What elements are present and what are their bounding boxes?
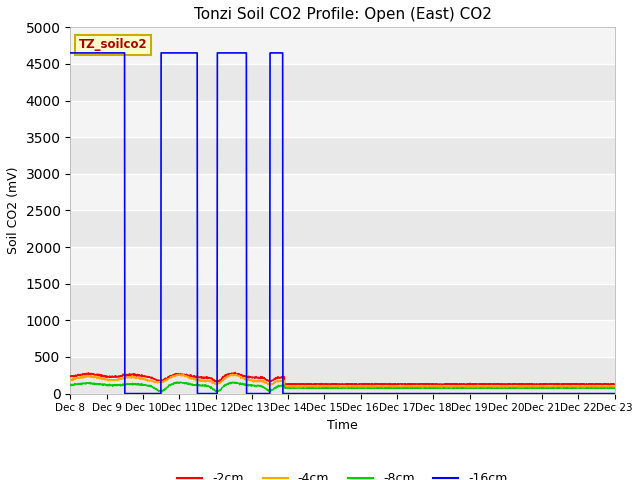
Bar [70, 284, 615, 320]
Text: TZ_soilco2: TZ_soilco2 [79, 38, 147, 51]
Bar [70, 100, 615, 137]
Title: Tonzi Soil CO2 Profile: Open (East) CO2: Tonzi Soil CO2 Profile: Open (East) CO2 [194, 7, 492, 22]
Y-axis label: Soil CO2 (mV): Soil CO2 (mV) [7, 167, 20, 254]
Bar [70, 357, 615, 394]
Bar [70, 247, 615, 284]
Bar [70, 210, 615, 247]
Bar [70, 320, 615, 357]
Legend: -2cm, -4cm, -8cm, -16cm: -2cm, -4cm, -8cm, -16cm [172, 467, 513, 480]
Bar [70, 174, 615, 210]
Bar [70, 64, 615, 100]
X-axis label: Time: Time [327, 419, 358, 432]
Bar [70, 137, 615, 174]
Bar [70, 27, 615, 64]
